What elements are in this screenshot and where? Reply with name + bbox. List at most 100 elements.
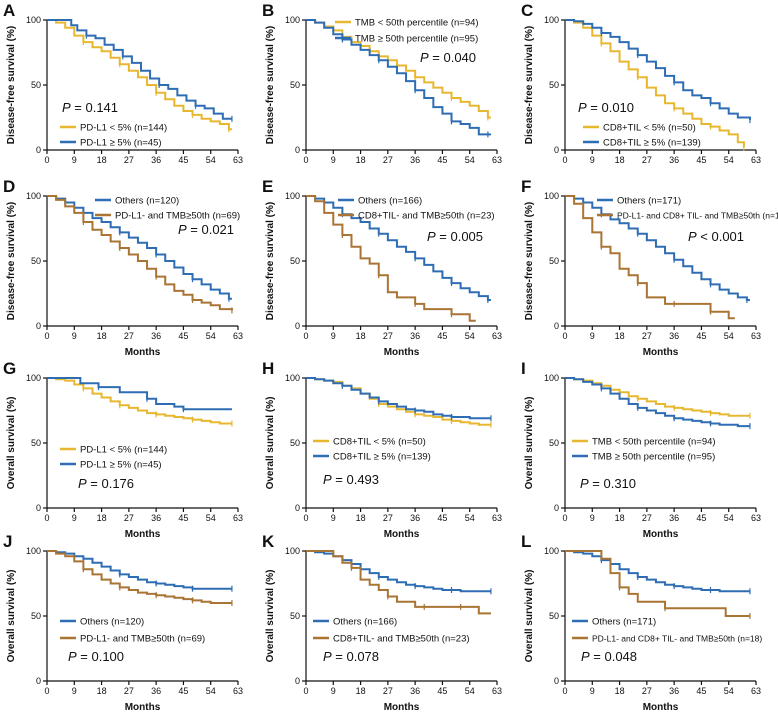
y-tick-label: 50 xyxy=(31,611,41,621)
p-value-symbol: P xyxy=(78,476,87,491)
legend-label: PD-L1 ≥ 5% (n=45) xyxy=(80,460,162,471)
legend-label: Others (n=171) xyxy=(617,196,681,207)
y-tick-label: 0 xyxy=(554,676,559,686)
p-value-text: = 0.141 xyxy=(71,100,118,115)
y-tick-label: 0 xyxy=(295,503,300,513)
km-curve-1 xyxy=(306,377,491,426)
p-value-symbol: P xyxy=(580,476,589,491)
x-tick-label: 18 xyxy=(356,331,366,341)
legend-label: PD-L1- and CD8+ TIL- and TMB≥50th (n=18) xyxy=(617,211,778,221)
km-curve-1 xyxy=(306,195,491,301)
p-value-symbol: P xyxy=(420,50,429,65)
km-curve-1 xyxy=(306,19,491,119)
y-axis-title: Disease-free survival (%) xyxy=(265,202,276,320)
x-tick-label: 63 xyxy=(751,686,761,696)
y-tick-label: 100 xyxy=(285,191,300,201)
p-value: P = 0.176 xyxy=(78,476,134,491)
legend-label: Others (n=120) xyxy=(115,196,179,207)
y-tick-label: 0 xyxy=(36,321,41,331)
p-value: P = 0.048 xyxy=(581,649,637,664)
legend-label: CD8+TIL < 5% (n=50) xyxy=(603,123,696,134)
panel-h: H 0 9 18 27 36 45 54 63 0 50 100 Overall survival (%… xyxy=(262,359,502,540)
x-tick-label: 0 xyxy=(303,686,308,696)
x-tick-label: 45 xyxy=(696,513,706,523)
p-value-text: = 0.493 xyxy=(332,472,379,487)
km-curve-1 xyxy=(47,377,232,425)
p-value-text: = 0.310 xyxy=(589,476,636,491)
y-tick-label: 0 xyxy=(36,145,41,155)
p-value-symbol: P xyxy=(581,649,590,664)
x-tick-label: 63 xyxy=(751,155,761,165)
x-tick-label: 63 xyxy=(751,331,761,341)
y-tick-label: 50 xyxy=(549,611,559,621)
x-tick-label: 36 xyxy=(669,331,679,341)
y-tick-label: 0 xyxy=(554,145,559,155)
panel-e: E 0 9 18 27 36 45 54 63 0 50 100 Disease-free surviv… xyxy=(262,177,502,358)
legend-label: PD-L1 < 5% (n=144) xyxy=(80,445,167,456)
x-tick-label: 9 xyxy=(72,513,77,523)
y-tick-label: 100 xyxy=(285,373,300,383)
x-axis-title: Months xyxy=(384,347,420,358)
x-tick-label: 18 xyxy=(356,513,366,523)
x-tick-label: 36 xyxy=(669,155,679,165)
y-tick-label: 50 xyxy=(549,80,559,90)
x-tick-label: 9 xyxy=(590,513,595,523)
panel-letter: J xyxy=(3,532,12,551)
km-curve-1 xyxy=(565,195,750,301)
x-axis-title: Months xyxy=(384,529,420,540)
x-tick-label: 45 xyxy=(178,513,188,523)
panel-letter: G xyxy=(3,359,16,378)
p-value-text: = 0.010 xyxy=(587,100,634,115)
x-tick-label: 54 xyxy=(465,331,475,341)
km-curve-2 xyxy=(47,550,232,604)
y-tick-label: 100 xyxy=(544,546,559,556)
x-tick-label: 27 xyxy=(124,686,134,696)
x-tick-label: 36 xyxy=(151,686,161,696)
x-tick-label: 0 xyxy=(562,686,567,696)
km-curve-1 xyxy=(47,195,232,300)
panel-j: J 0 9 18 27 36 45 54 63 0 50 100 Overall survival (%… xyxy=(3,532,243,713)
legend-label: Others (n=120) xyxy=(80,617,144,628)
legend-label: PD-L1 < 5% (n=144) xyxy=(80,123,167,134)
km-curve-2 xyxy=(565,19,751,121)
y-tick-label: 50 xyxy=(290,611,300,621)
x-axis-title: Months xyxy=(643,529,679,540)
x-tick-label: 63 xyxy=(492,155,502,165)
panel-g: G 0 9 18 27 36 45 54 63 0 50 100 Overall survival (%… xyxy=(3,359,243,540)
panel-letter: L xyxy=(521,532,531,551)
x-tick-label: 45 xyxy=(437,331,447,341)
x-tick-label: 63 xyxy=(492,686,502,696)
p-value-symbol: P xyxy=(62,100,71,115)
x-tick-label: 45 xyxy=(437,686,447,696)
p-value: P = 0.010 xyxy=(578,100,634,115)
x-tick-label: 36 xyxy=(151,513,161,523)
legend-label: CD8+TIL- and TMB≥50th (n=23) xyxy=(358,211,495,222)
km-curve-2 xyxy=(306,19,491,136)
y-tick-label: 50 xyxy=(31,80,41,90)
y-tick-label: 50 xyxy=(31,256,41,266)
x-tick-label: 9 xyxy=(331,331,336,341)
km-curve-1 xyxy=(47,19,232,131)
panel-letter: C xyxy=(521,1,533,20)
y-tick-label: 0 xyxy=(36,676,41,686)
x-tick-label: 54 xyxy=(206,331,216,341)
x-tick-label: 54 xyxy=(724,155,734,165)
p-value: P = 0.310 xyxy=(580,476,636,491)
x-tick-label: 36 xyxy=(151,331,161,341)
y-axis-title: Overall survival (%) xyxy=(524,570,535,663)
x-tick-label: 27 xyxy=(642,686,652,696)
panel-f: F 0 9 18 27 36 45 54 63 0 50 100 Disease-free surviv… xyxy=(521,177,778,358)
x-tick-label: 27 xyxy=(124,513,134,523)
y-tick-label: 100 xyxy=(26,15,41,25)
x-tick-label: 0 xyxy=(303,513,308,523)
x-tick-label: 36 xyxy=(410,686,420,696)
y-tick-label: 100 xyxy=(285,546,300,556)
x-tick-label: 18 xyxy=(356,155,366,165)
x-tick-label: 0 xyxy=(562,331,567,341)
panel-letter: H xyxy=(262,359,274,378)
y-axis-title: Disease-free survival (%) xyxy=(524,26,535,144)
x-tick-label: 18 xyxy=(615,155,625,165)
x-tick-label: 0 xyxy=(303,331,308,341)
x-tick-label: 45 xyxy=(696,686,706,696)
x-tick-label: 54 xyxy=(724,686,734,696)
